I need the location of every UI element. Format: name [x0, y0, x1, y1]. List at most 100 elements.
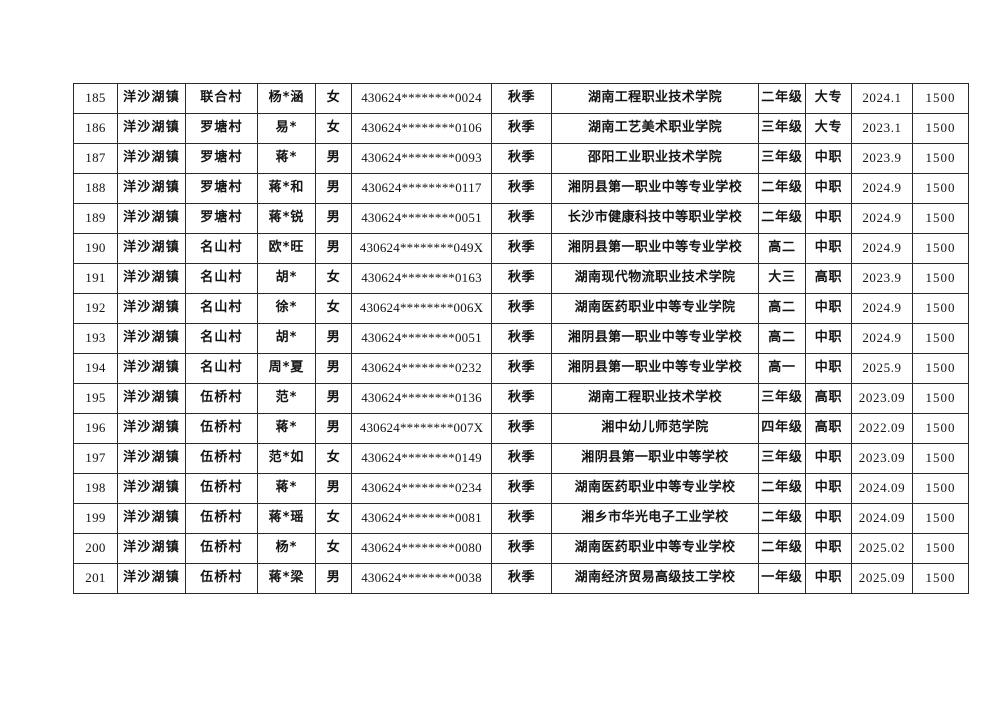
cell-id-number: 430624********0117: [351, 173, 492, 204]
cell-subsidy-amount: 1500: [912, 173, 969, 204]
cell-sequence-number: 190: [73, 233, 118, 264]
cell-subsidy-amount: 1500: [912, 563, 969, 594]
cell-sequence-number: 200: [73, 533, 118, 564]
cell-gender: 男: [315, 473, 352, 504]
cell-grade: 三年级: [758, 443, 806, 474]
cell-village: 伍桥村: [185, 473, 258, 504]
cell-gender: 男: [315, 383, 352, 414]
cell-subsidy-amount: 1500: [912, 143, 969, 174]
cell-student-name: 蒋*: [257, 143, 316, 174]
cell-gender: 女: [315, 503, 352, 534]
cell-sequence-number: 193: [73, 323, 118, 354]
cell-subsidy-amount: 1500: [912, 203, 969, 234]
cell-grade: 三年级: [758, 383, 806, 414]
table-row: 187 洋沙湖镇 罗塘村 蒋* 男 430624********0093 秋季 邵阳工业职业技…: [73, 143, 969, 174]
cell-gender: 女: [315, 113, 352, 144]
cell-town: 洋沙湖镇: [117, 113, 186, 144]
cell-sequence-number: 199: [73, 503, 118, 534]
cell-education-level: 中职: [805, 353, 852, 384]
cell-village: 伍桥村: [185, 443, 258, 474]
cell-term: 秋季: [491, 383, 552, 414]
cell-grade: 四年级: [758, 413, 806, 444]
cell-term: 秋季: [491, 443, 552, 474]
cell-sequence-number: 187: [73, 143, 118, 174]
cell-school-name: 长沙市健康科技中等职业学校: [551, 203, 759, 234]
cell-term: 秋季: [491, 353, 552, 384]
cell-education-level: 大专: [805, 113, 852, 144]
cell-village: 联合村: [185, 83, 258, 114]
cell-enrollment-date: 2024.09: [851, 473, 913, 504]
cell-school-name: 湘阴县第一职业中等专业学校: [551, 173, 759, 204]
cell-sequence-number: 197: [73, 443, 118, 474]
cell-term: 秋季: [491, 173, 552, 204]
roster-table-container: 185 洋沙湖镇 联合村 杨*涵女 430624********0024 秋季 湖南工程职业…: [73, 83, 969, 594]
cell-subsidy-amount: 1500: [912, 413, 969, 444]
table-row: 194 洋沙湖镇 名山村 周*夏男 430624********0232 秋季 湘阴县第一职…: [73, 353, 969, 384]
cell-grade: 高二: [758, 323, 806, 354]
cell-term: 秋季: [491, 413, 552, 444]
cell-enrollment-date: 2023.9: [851, 143, 913, 174]
table-row: 190 洋沙湖镇 名山村 欧*旺男 430624********049X 秋季 湘阴县第一职…: [73, 233, 969, 264]
cell-education-level: 高职: [805, 263, 852, 294]
cell-school-name: 湖南经济贸易高级技工学校: [551, 563, 759, 594]
cell-sequence-number: 185: [73, 83, 118, 114]
cell-village: 伍桥村: [185, 413, 258, 444]
cell-grade: 二年级: [758, 503, 806, 534]
cell-id-number: 430624********007X: [351, 413, 492, 444]
cell-enrollment-date: 2024.1: [851, 83, 913, 114]
cell-id-number: 430624********0232: [351, 353, 492, 384]
roster-table: 185 洋沙湖镇 联合村 杨*涵女 430624********0024 秋季 湖南工程职业…: [73, 83, 969, 594]
cell-grade: 三年级: [758, 113, 806, 144]
cell-school-name: 湖南工艺美术职业学院: [551, 113, 759, 144]
cell-student-name: 杨*涵: [257, 83, 316, 114]
cell-subsidy-amount: 1500: [912, 443, 969, 474]
cell-enrollment-date: 2025.9: [851, 353, 913, 384]
cell-student-name: 欧*旺: [257, 233, 316, 264]
cell-education-level: 中职: [805, 143, 852, 174]
cell-town: 洋沙湖镇: [117, 263, 186, 294]
cell-town: 洋沙湖镇: [117, 83, 186, 114]
cell-enrollment-date: 2024.9: [851, 323, 913, 354]
cell-gender: 女: [315, 533, 352, 564]
cell-gender: 男: [315, 323, 352, 354]
cell-enrollment-date: 2024.9: [851, 293, 913, 324]
table-row: 186 洋沙湖镇 罗塘村 易* 女 430624********0106 秋季 湖南工艺美术职…: [73, 113, 969, 144]
cell-village: 罗塘村: [185, 113, 258, 144]
cell-village: 名山村: [185, 263, 258, 294]
cell-education-level: 中职: [805, 203, 852, 234]
cell-grade: 二年级: [758, 533, 806, 564]
table-row: 197 洋沙湖镇 伍桥村 范*如女 430624********0149 秋季 湘阴县第一职…: [73, 443, 969, 474]
cell-term: 秋季: [491, 233, 552, 264]
table-row: 198 洋沙湖镇 伍桥村 蒋* 男 430624********0234 秋季 湖南医药职业中…: [73, 473, 969, 504]
cell-village: 伍桥村: [185, 533, 258, 564]
cell-education-level: 中职: [805, 503, 852, 534]
roster-table-body: 185 洋沙湖镇 联合村 杨*涵女 430624********0024 秋季 湖南工程职业…: [73, 83, 969, 594]
cell-id-number: 430624********0136: [351, 383, 492, 414]
cell-education-level: 中职: [805, 233, 852, 264]
cell-subsidy-amount: 1500: [912, 503, 969, 534]
cell-town: 洋沙湖镇: [117, 323, 186, 354]
table-row: 193 洋沙湖镇 名山村 胡* 男 430624********0051 秋季 湘阴县第一职业…: [73, 323, 969, 354]
cell-term: 秋季: [491, 503, 552, 534]
cell-sequence-number: 198: [73, 473, 118, 504]
cell-grade: 高二: [758, 293, 806, 324]
cell-enrollment-date: 2023.09: [851, 443, 913, 474]
cell-subsidy-amount: 1500: [912, 353, 969, 384]
cell-id-number: 430624********049X: [351, 233, 492, 264]
cell-subsidy-amount: 1500: [912, 233, 969, 264]
cell-sequence-number: 188: [73, 173, 118, 204]
cell-town: 洋沙湖镇: [117, 233, 186, 264]
cell-subsidy-amount: 1500: [912, 263, 969, 294]
cell-gender: 男: [315, 173, 352, 204]
cell-id-number: 430624********0106: [351, 113, 492, 144]
table-row: 195 洋沙湖镇 伍桥村 范* 男 430624********0136 秋季 湖南工程职业技…: [73, 383, 969, 414]
cell-town: 洋沙湖镇: [117, 203, 186, 234]
cell-village: 名山村: [185, 353, 258, 384]
cell-grade: 一年级: [758, 563, 806, 594]
cell-term: 秋季: [491, 323, 552, 354]
cell-student-name: 蒋*: [257, 473, 316, 504]
cell-town: 洋沙湖镇: [117, 413, 186, 444]
cell-education-level: 中职: [805, 443, 852, 474]
cell-education-level: 高职: [805, 413, 852, 444]
